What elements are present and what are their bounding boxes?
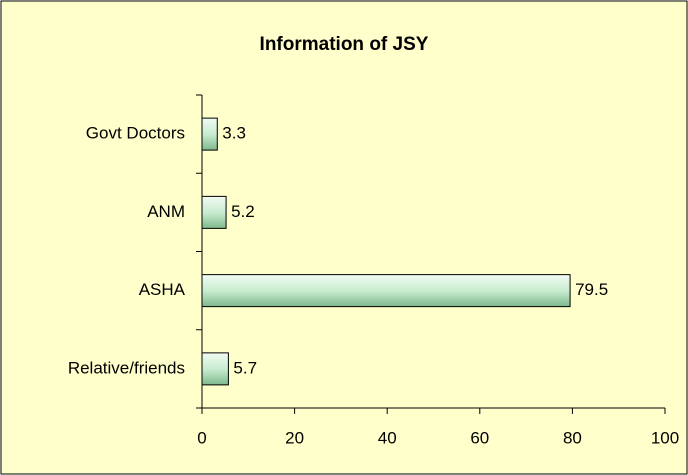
y-tick-label: ANM bbox=[147, 202, 185, 221]
bar bbox=[201, 352, 229, 386]
x-tick-label: 40 bbox=[378, 428, 397, 447]
x-tick-label: 20 bbox=[285, 428, 304, 447]
y-tick-label: ASHA bbox=[139, 280, 186, 299]
y-tick-label: Govt Doctors bbox=[86, 124, 185, 143]
data-label: 5.7 bbox=[233, 358, 257, 377]
x-tick-label: 100 bbox=[651, 428, 679, 447]
bar bbox=[201, 195, 227, 229]
x-tick-label: 60 bbox=[470, 428, 489, 447]
data-label: 3.3 bbox=[222, 124, 246, 143]
bar bbox=[201, 117, 218, 151]
data-label: 5.2 bbox=[231, 202, 255, 221]
x-tick-label: 0 bbox=[197, 428, 206, 447]
bar bbox=[201, 274, 571, 308]
chart-title: Information of JSY bbox=[260, 34, 429, 55]
y-tick-label: Relative/friends bbox=[68, 358, 185, 377]
data-label: 79.5 bbox=[575, 280, 608, 299]
x-tick-label: 80 bbox=[563, 428, 582, 447]
